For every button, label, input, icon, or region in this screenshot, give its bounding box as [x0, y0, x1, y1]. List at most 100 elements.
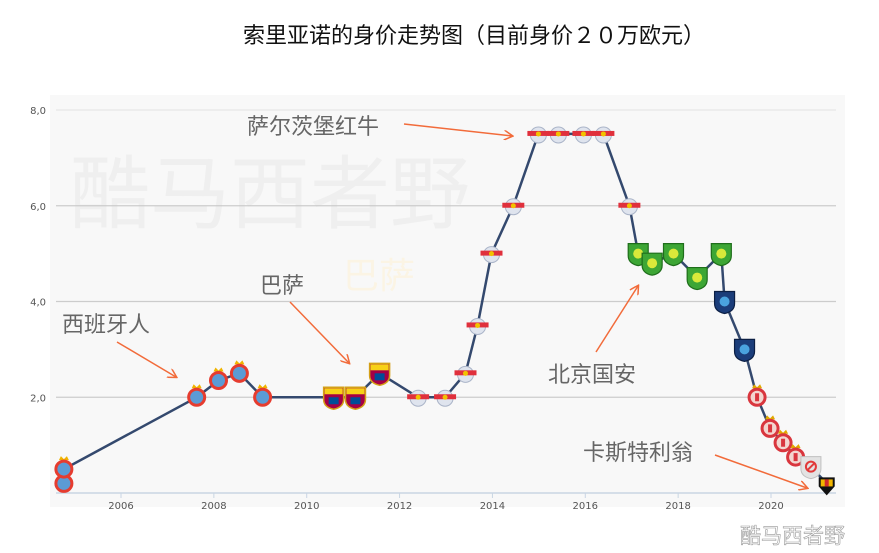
data-point-barcelona[interactable]	[322, 386, 345, 411]
annotation-arrow-espanyol	[116, 341, 176, 377]
data-point-salzburg[interactable]	[454, 365, 477, 383]
badge-center	[647, 258, 658, 269]
data-point-salzburg[interactable]	[592, 126, 615, 144]
data-point-girona[interactable]	[773, 429, 793, 453]
crown-icon	[234, 360, 245, 365]
x-tick-label: 2016	[573, 501, 598, 512]
badge-sun	[535, 131, 541, 137]
espanyol-badge-icon	[253, 387, 273, 407]
data-point-barcelona[interactable]	[344, 386, 367, 411]
crown-icon	[257, 384, 268, 389]
x-tick-label: 2014	[480, 501, 505, 512]
x-tick-label: 2008	[201, 501, 226, 512]
badge-stripe	[793, 453, 798, 462]
x-tick-label: 2020	[758, 501, 783, 512]
badge-sun	[555, 131, 561, 137]
crown-icon	[752, 384, 763, 389]
chart-title: 索里亚诺的身价走势图（目前身价２０万欧元）	[243, 24, 705, 49]
data-point-beijing[interactable]	[641, 252, 663, 276]
badge-center	[719, 296, 730, 307]
y-axis: 2,0 4,0 6,0 8,0	[30, 106, 46, 404]
prohibited-slash	[806, 462, 816, 471]
badge-band	[350, 397, 361, 405]
annotation-arrow-castellon	[714, 454, 807, 488]
badge-sun	[580, 131, 586, 137]
badge-stripe	[755, 393, 760, 402]
badge-band	[328, 397, 339, 405]
badge-center	[716, 248, 727, 259]
x-tick-label: 2006	[108, 501, 133, 512]
data-point-salzburg[interactable]	[527, 126, 550, 144]
annotation-castellon: 卡斯特利翁	[583, 441, 693, 466]
badge-band	[324, 388, 343, 395]
data-point-salzburg[interactable]	[572, 126, 595, 144]
espanyol-badge-icon	[229, 363, 249, 383]
crown-icon	[778, 429, 789, 434]
data-point-espanyol[interactable]	[209, 367, 228, 390]
crown-icon	[213, 367, 224, 372]
annotation-barcelona: 巴萨	[260, 274, 304, 299]
badge-sun	[475, 322, 481, 328]
data-point-barcelona[interactable]	[368, 362, 391, 387]
data-point-alhilal[interactable]	[733, 338, 756, 362]
data-point-salzburg[interactable]	[407, 389, 430, 407]
badge-stripe	[768, 424, 773, 433]
data-point-salzburg[interactable]	[618, 198, 641, 216]
data-point-beijing[interactable]	[662, 243, 685, 267]
data-point-salzburg[interactable]	[466, 317, 489, 335]
badge-sun	[626, 203, 632, 209]
badge-center	[633, 248, 644, 259]
data-point-beijing[interactable]	[710, 243, 732, 267]
badge-band	[374, 373, 385, 381]
crown-icon	[191, 384, 202, 389]
badge-center	[739, 344, 750, 355]
x-tick-label: 2018	[665, 501, 690, 512]
badge-band	[346, 388, 365, 395]
watermark-center: 酷马西者野	[70, 148, 470, 241]
data-point-girona[interactable]	[747, 384, 767, 407]
badge-sun	[489, 251, 494, 257]
espanyol-badge-icon	[187, 387, 207, 407]
crown-icon	[58, 456, 69, 461]
badge-sun	[510, 203, 516, 209]
data-point-salzburg[interactable]	[502, 198, 525, 216]
data-point-beijing[interactable]	[686, 266, 708, 291]
data-point-espanyol[interactable]	[54, 456, 74, 479]
annotation-espanyol: 西班牙人	[62, 313, 150, 338]
crown-icon	[765, 415, 776, 420]
badge-sun	[415, 394, 421, 400]
annotation-beijing: 北京国安	[548, 363, 636, 388]
data-point-alhilal[interactable]	[713, 290, 736, 315]
badge-stripe	[824, 479, 829, 487]
annotation-salzburg: 萨尔茨堡红牛	[247, 115, 379, 140]
data-point-salzburg[interactable]	[434, 389, 457, 407]
data-point-espanyol[interactable]	[187, 384, 207, 407]
data-point-none[interactable]	[800, 456, 822, 480]
badge-sun	[600, 131, 606, 137]
data-point-espanyol[interactable]	[229, 360, 249, 383]
data-point-espanyol[interactable]	[253, 384, 273, 407]
badge-center	[692, 272, 703, 283]
badge-sun	[463, 370, 468, 376]
y-tick-label: 6,0	[30, 202, 46, 213]
data-point-castellon[interactable]	[818, 477, 835, 496]
badge-band	[370, 364, 389, 371]
data-point-salzburg[interactable]	[547, 126, 570, 144]
espanyol-badge-icon	[54, 459, 74, 479]
watermark-corner: 酷马西者野	[740, 524, 845, 548]
x-axis: 2006 2008 2010 2012 2014 2016 2018 2020	[56, 492, 836, 512]
data-point-girona[interactable]	[760, 415, 780, 438]
y-tick-label: 4,0	[30, 298, 46, 309]
prohibited-icon	[804, 460, 817, 473]
x-tick-label: 2012	[387, 501, 412, 512]
crown-icon	[790, 444, 801, 449]
annotation-arrow-salzburg	[403, 123, 512, 136]
annotation-arrow-beijing	[595, 286, 638, 353]
data-point-salzburg[interactable]	[480, 246, 503, 264]
markers	[54, 126, 835, 496]
badge-stripe	[781, 438, 786, 447]
y-tick-label: 2,0	[30, 393, 46, 404]
annotations: 萨尔茨堡红牛 巴萨 西班牙人 北京国安 卡斯特利翁	[62, 115, 807, 488]
x-tick-label: 2010	[294, 501, 319, 512]
